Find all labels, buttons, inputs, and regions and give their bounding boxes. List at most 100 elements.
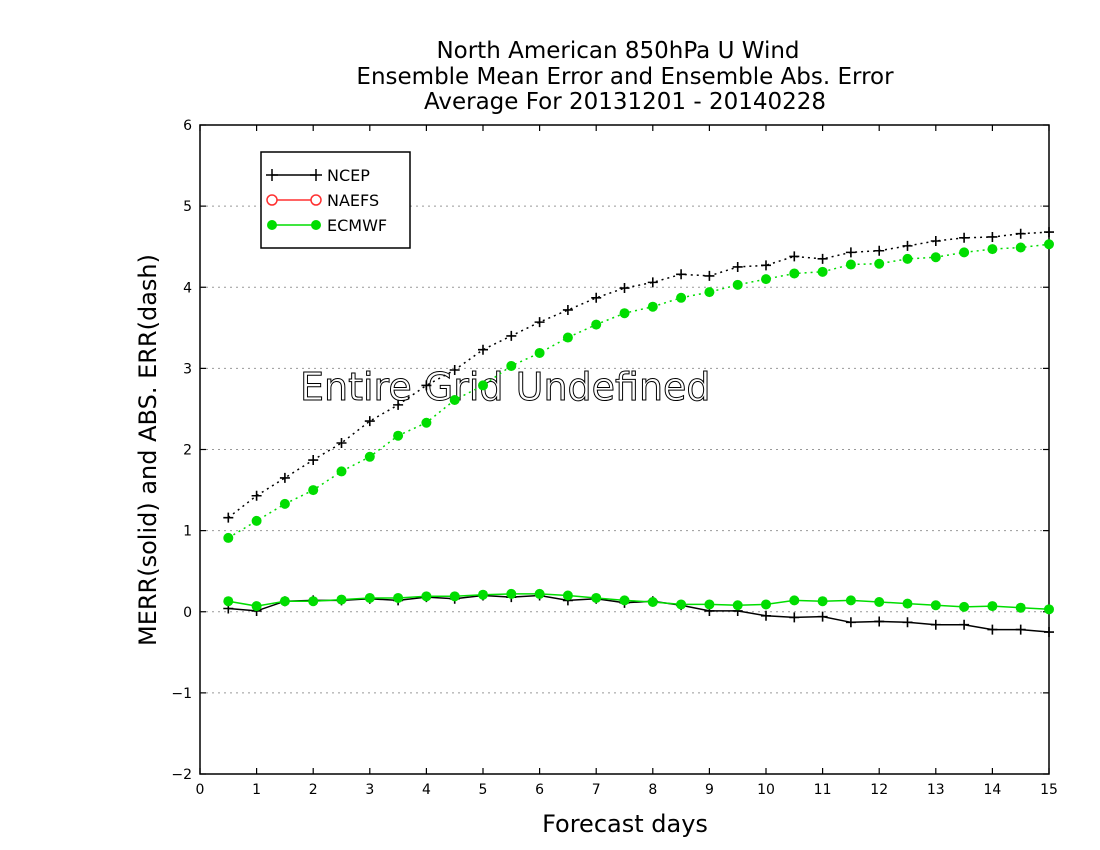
y-tick-label: 4 (183, 280, 192, 296)
x-tick-label: 9 (705, 782, 714, 798)
data-point-ncep-abs-err (845, 247, 856, 258)
series-line-ncep-abs-err (227, 231, 1050, 519)
data-point-ecmwf-merr (676, 599, 687, 610)
series-line-ecmwf-merr (228, 593, 1050, 611)
data-point-ecmwf-merr (959, 601, 970, 612)
data-point-ecmwf-merr (817, 596, 828, 607)
data-point-ecmwf-abs-err (251, 515, 262, 526)
data-point-ecmwf-merr (647, 597, 658, 608)
x-tick-label: 6 (535, 782, 544, 798)
data-point-ecmwf-abs-err (562, 332, 573, 343)
data-point-ecmwf-merr (930, 600, 941, 611)
data-point-ncep-abs-err (902, 240, 913, 251)
data-point-ncep-abs-err (619, 283, 630, 294)
data-point-ecmwf-merr (845, 595, 856, 606)
data-point-ecmwf-abs-err (1044, 239, 1054, 250)
legend-label-naefs: NAEFS (327, 191, 379, 210)
x-tick-label: 7 (592, 782, 601, 798)
data-point-ecmwf-abs-err (534, 347, 545, 358)
x-axis-ticks: 0 1 2 3 4 5 6 7 8 9 10 11 12 13 14 15 (196, 125, 1058, 798)
data-point-ncep-abs-err (449, 364, 460, 375)
x-tick-label: 15 (1040, 782, 1058, 798)
data-point-ncep-abs-err (364, 416, 375, 427)
x-axis-label: Forecast days (542, 810, 708, 838)
data-point-ecmwf-abs-err (676, 292, 687, 303)
x-tick-label: 12 (870, 782, 888, 798)
data-point-ncep-merr (902, 617, 913, 628)
data-point-ecmwf-abs-err (506, 360, 517, 371)
y-tick-label: 0 (183, 605, 192, 621)
data-point-ncep-merr (1015, 624, 1026, 635)
y-tick-label: 2 (183, 443, 192, 459)
data-point-ecmwf-abs-err (449, 395, 460, 406)
y-tick-label: 5 (183, 199, 192, 215)
data-point-ecmwf-merr (1044, 604, 1054, 615)
y-axis-ticks: −2 −1 0 1 2 3 4 5 6 (171, 118, 1049, 783)
data-point-ecmwf-abs-err (647, 301, 658, 312)
data-point-ncep-abs-err (732, 261, 743, 272)
data-point-ncep-abs-err (930, 236, 941, 247)
data-point-ecmwf-merr (619, 595, 630, 606)
data-point-ncep-abs-err (223, 512, 234, 523)
data-point-ncep-abs-err (874, 245, 885, 256)
data-point-ecmwf-abs-err (959, 247, 970, 258)
data-point-ecmwf-merr (761, 599, 771, 610)
data-point-ecmwf-merr (308, 596, 319, 607)
data-point-ecmwf-abs-err (817, 266, 828, 277)
data-point-ecmwf-merr (364, 592, 375, 603)
data-point-ecmwf-abs-err (902, 253, 913, 264)
data-point-ecmwf-merr (478, 589, 488, 600)
data-point-ncep-abs-err (704, 270, 715, 281)
data-point-ecmwf-merr (562, 590, 573, 601)
legend: NCEP NAEFS ECMWF (260, 151, 411, 249)
x-tick-label: 0 (196, 782, 205, 798)
data-point-ncep-abs-err (393, 399, 404, 410)
data-point-ecmwf-merr (506, 588, 517, 599)
data-point-ecmwf-abs-err (421, 417, 432, 428)
legend-label-ncep: NCEP (327, 166, 370, 185)
data-point-ecmwf-abs-err (930, 252, 941, 263)
data-point-ecmwf-merr (279, 596, 290, 607)
data-point-ecmwf-abs-err (591, 319, 602, 330)
x-tick-label: 10 (757, 782, 775, 798)
undefined-grid-annotation: Entire Grid Undefined (300, 365, 711, 409)
data-point-ncep-abs-err (478, 344, 488, 355)
data-point-ecmwf-merr (449, 591, 460, 602)
data-point-ecmwf-merr (534, 588, 545, 599)
data-point-ecmwf-abs-err (1015, 242, 1026, 253)
x-tick-label: 13 (927, 782, 945, 798)
data-point-ncep-merr (845, 617, 856, 628)
chart-title-line-2: Ensemble Mean Error and Ensemble Abs. Er… (356, 64, 894, 90)
data-point-ecmwf-merr (393, 592, 404, 603)
data-point-ncep-abs-err (421, 380, 432, 391)
x-tick-label: 2 (309, 782, 318, 798)
data-point-ecmwf-abs-err (845, 259, 856, 270)
legend-entry-ecmwf: ECMWF (267, 216, 387, 235)
data-point-ecmwf-abs-err (336, 466, 347, 477)
y-axis-label: MERR(solid) and ABS. ERR(dash) (134, 254, 162, 646)
data-point-ncep-abs-err (789, 251, 800, 262)
data-point-ecmwf-abs-err (279, 498, 290, 509)
y-tick-label: 3 (183, 361, 192, 377)
data-point-ncep-abs-err (987, 231, 998, 242)
x-tick-label: 14 (983, 782, 1001, 798)
data-point-ncep-abs-err (279, 472, 290, 483)
data-point-ecmwf-merr (874, 597, 885, 608)
chart-title-line-1: North American 850hPa U Wind (436, 38, 799, 64)
legend-entry-naefs: NAEFS (266, 191, 379, 210)
x-tick-label: 11 (814, 782, 832, 798)
data-point-ecmwf-merr (987, 601, 998, 612)
data-point-ecmwf-abs-err (308, 485, 319, 496)
data-point-ncep-merr (959, 619, 970, 630)
data-point-ncep-merr (789, 612, 800, 623)
data-point-ecmwf-merr (251, 601, 262, 612)
data-point-ecmwf-merr (591, 592, 602, 603)
data-point-ecmwf-merr (704, 599, 715, 610)
series-layer (223, 227, 1054, 638)
x-tick-label: 5 (479, 782, 488, 798)
data-point-ncep-abs-err (251, 490, 262, 501)
data-point-ncep-abs-err (562, 304, 573, 315)
data-point-ncep-abs-err (1044, 227, 1054, 238)
data-point-ecmwf-merr (336, 594, 347, 605)
